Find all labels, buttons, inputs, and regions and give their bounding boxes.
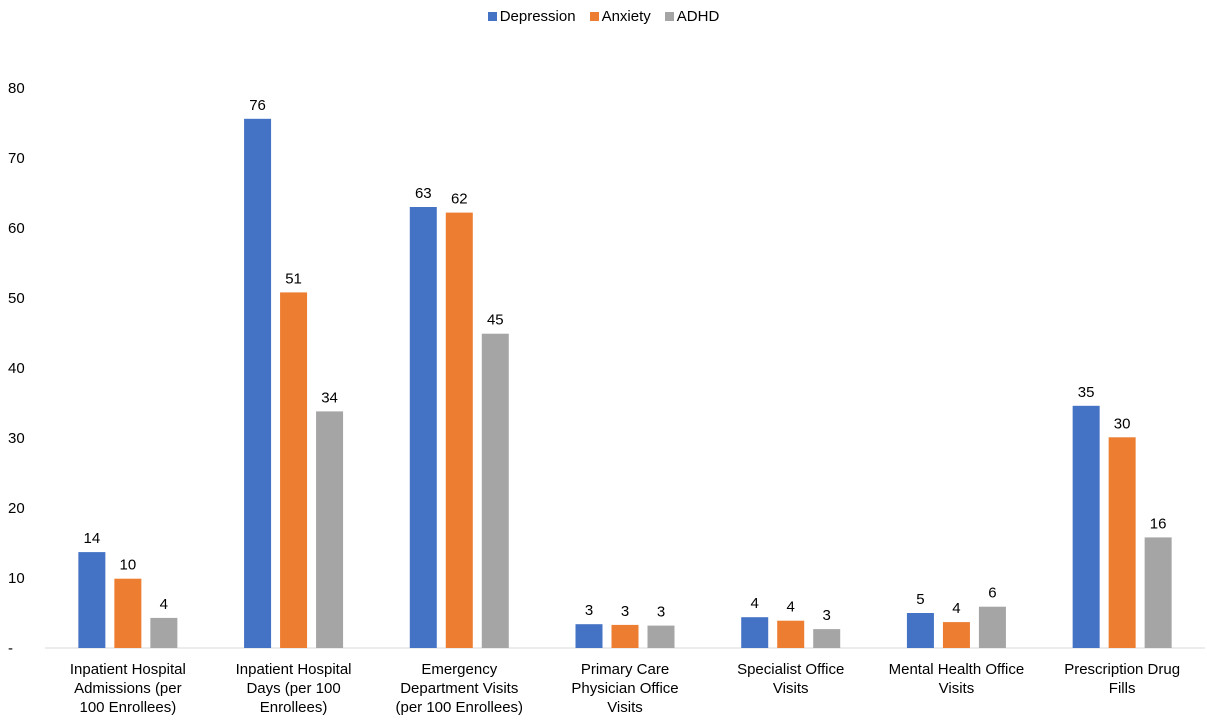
- legend-item-adhd: ADHD: [664, 8, 720, 25]
- x-tick-label: Visits: [939, 680, 975, 697]
- data-label: 51: [285, 270, 302, 287]
- legend-label-adhd: ADHD: [676, 8, 720, 25]
- x-tick-label: Department Visits: [400, 680, 518, 697]
- legend-label-anxiety: Anxiety: [601, 8, 651, 25]
- data-label: 76: [249, 97, 266, 114]
- x-tick-label: 100 Enrollees): [79, 699, 176, 716]
- x-tick-label: Days (per 100: [246, 680, 340, 697]
- bar: [280, 292, 308, 648]
- bar: [906, 613, 934, 648]
- bar: [78, 552, 106, 648]
- data-label: 16: [1150, 515, 1167, 532]
- x-tick-label: Inpatient Hospital: [70, 661, 186, 678]
- bar: [114, 578, 142, 648]
- legend: Depression Anxiety ADHD: [0, 8, 1207, 25]
- data-label: 45: [487, 312, 504, 329]
- bar: [316, 411, 344, 648]
- data-label: 34: [321, 389, 338, 406]
- y-tick-label: 80: [8, 80, 25, 97]
- legend-swatch-anxiety: [589, 12, 599, 21]
- x-tick-label: Physician Office: [571, 680, 678, 697]
- x-tick-label: Admissions (per: [74, 680, 182, 697]
- bar: [481, 333, 509, 648]
- legend-item-depression: Depression: [487, 8, 576, 25]
- legend-label-depression: Depression: [499, 8, 576, 25]
- x-tick-label: Fills: [1109, 680, 1136, 697]
- y-tick-label: 50: [8, 290, 25, 307]
- x-tick-label: Visits: [773, 680, 809, 697]
- data-label: 3: [657, 604, 665, 621]
- y-tick-label: 70: [8, 150, 25, 167]
- bar: [611, 624, 639, 648]
- data-label: 4: [160, 596, 168, 613]
- bar: [244, 118, 272, 649]
- x-tick-label: Prescription Drug: [1064, 661, 1180, 678]
- y-tick-label: 30: [8, 430, 25, 447]
- bar: [409, 207, 437, 648]
- data-label: 62: [451, 191, 468, 208]
- bar: [942, 622, 970, 648]
- legend-swatch-depression: [487, 12, 497, 21]
- y-tick-label: 10: [8, 570, 25, 587]
- data-label: 10: [120, 557, 137, 574]
- x-tick-label: (per 100 Enrollees): [395, 699, 523, 716]
- y-tick-label: 40: [8, 360, 25, 377]
- data-label: 4: [751, 595, 759, 612]
- y-tick-label: 60: [8, 220, 25, 237]
- data-label: 63: [415, 185, 432, 202]
- data-label: 30: [1114, 415, 1131, 432]
- data-label: 14: [84, 530, 101, 547]
- bar: [575, 624, 603, 648]
- data-label: 35: [1078, 384, 1095, 401]
- data-label: 4: [787, 599, 795, 616]
- x-tick-label: Primary Care: [581, 661, 669, 678]
- data-label: 5: [916, 591, 924, 608]
- bar: [741, 617, 769, 648]
- data-label: 3: [823, 607, 831, 624]
- x-tick-label: Visits: [607, 699, 643, 716]
- y-tick-label: 20: [8, 500, 25, 517]
- y-tick-label: -: [8, 640, 13, 657]
- x-tick-label: Emergency: [421, 661, 497, 678]
- data-label: 4: [952, 600, 960, 617]
- bar: [647, 625, 675, 648]
- x-tick-label: Inpatient Hospital: [236, 661, 352, 678]
- x-tick-label: Mental Health Office: [889, 661, 1025, 678]
- legend-item-anxiety: Anxiety: [589, 8, 651, 25]
- bar: [978, 606, 1006, 648]
- x-tick-label: Specialist Office: [737, 661, 844, 678]
- data-label: 3: [585, 602, 593, 619]
- x-tick-label: Enrollees): [260, 699, 328, 716]
- bar: [813, 629, 841, 648]
- bar: [777, 620, 805, 648]
- legend-swatch-adhd: [664, 12, 674, 21]
- bar: [1144, 537, 1172, 648]
- bar: [150, 617, 178, 648]
- data-label: 3: [621, 603, 629, 620]
- bar: [1108, 437, 1136, 648]
- data-label: 6: [988, 585, 996, 602]
- bar: [1072, 405, 1100, 648]
- bar: [445, 212, 473, 648]
